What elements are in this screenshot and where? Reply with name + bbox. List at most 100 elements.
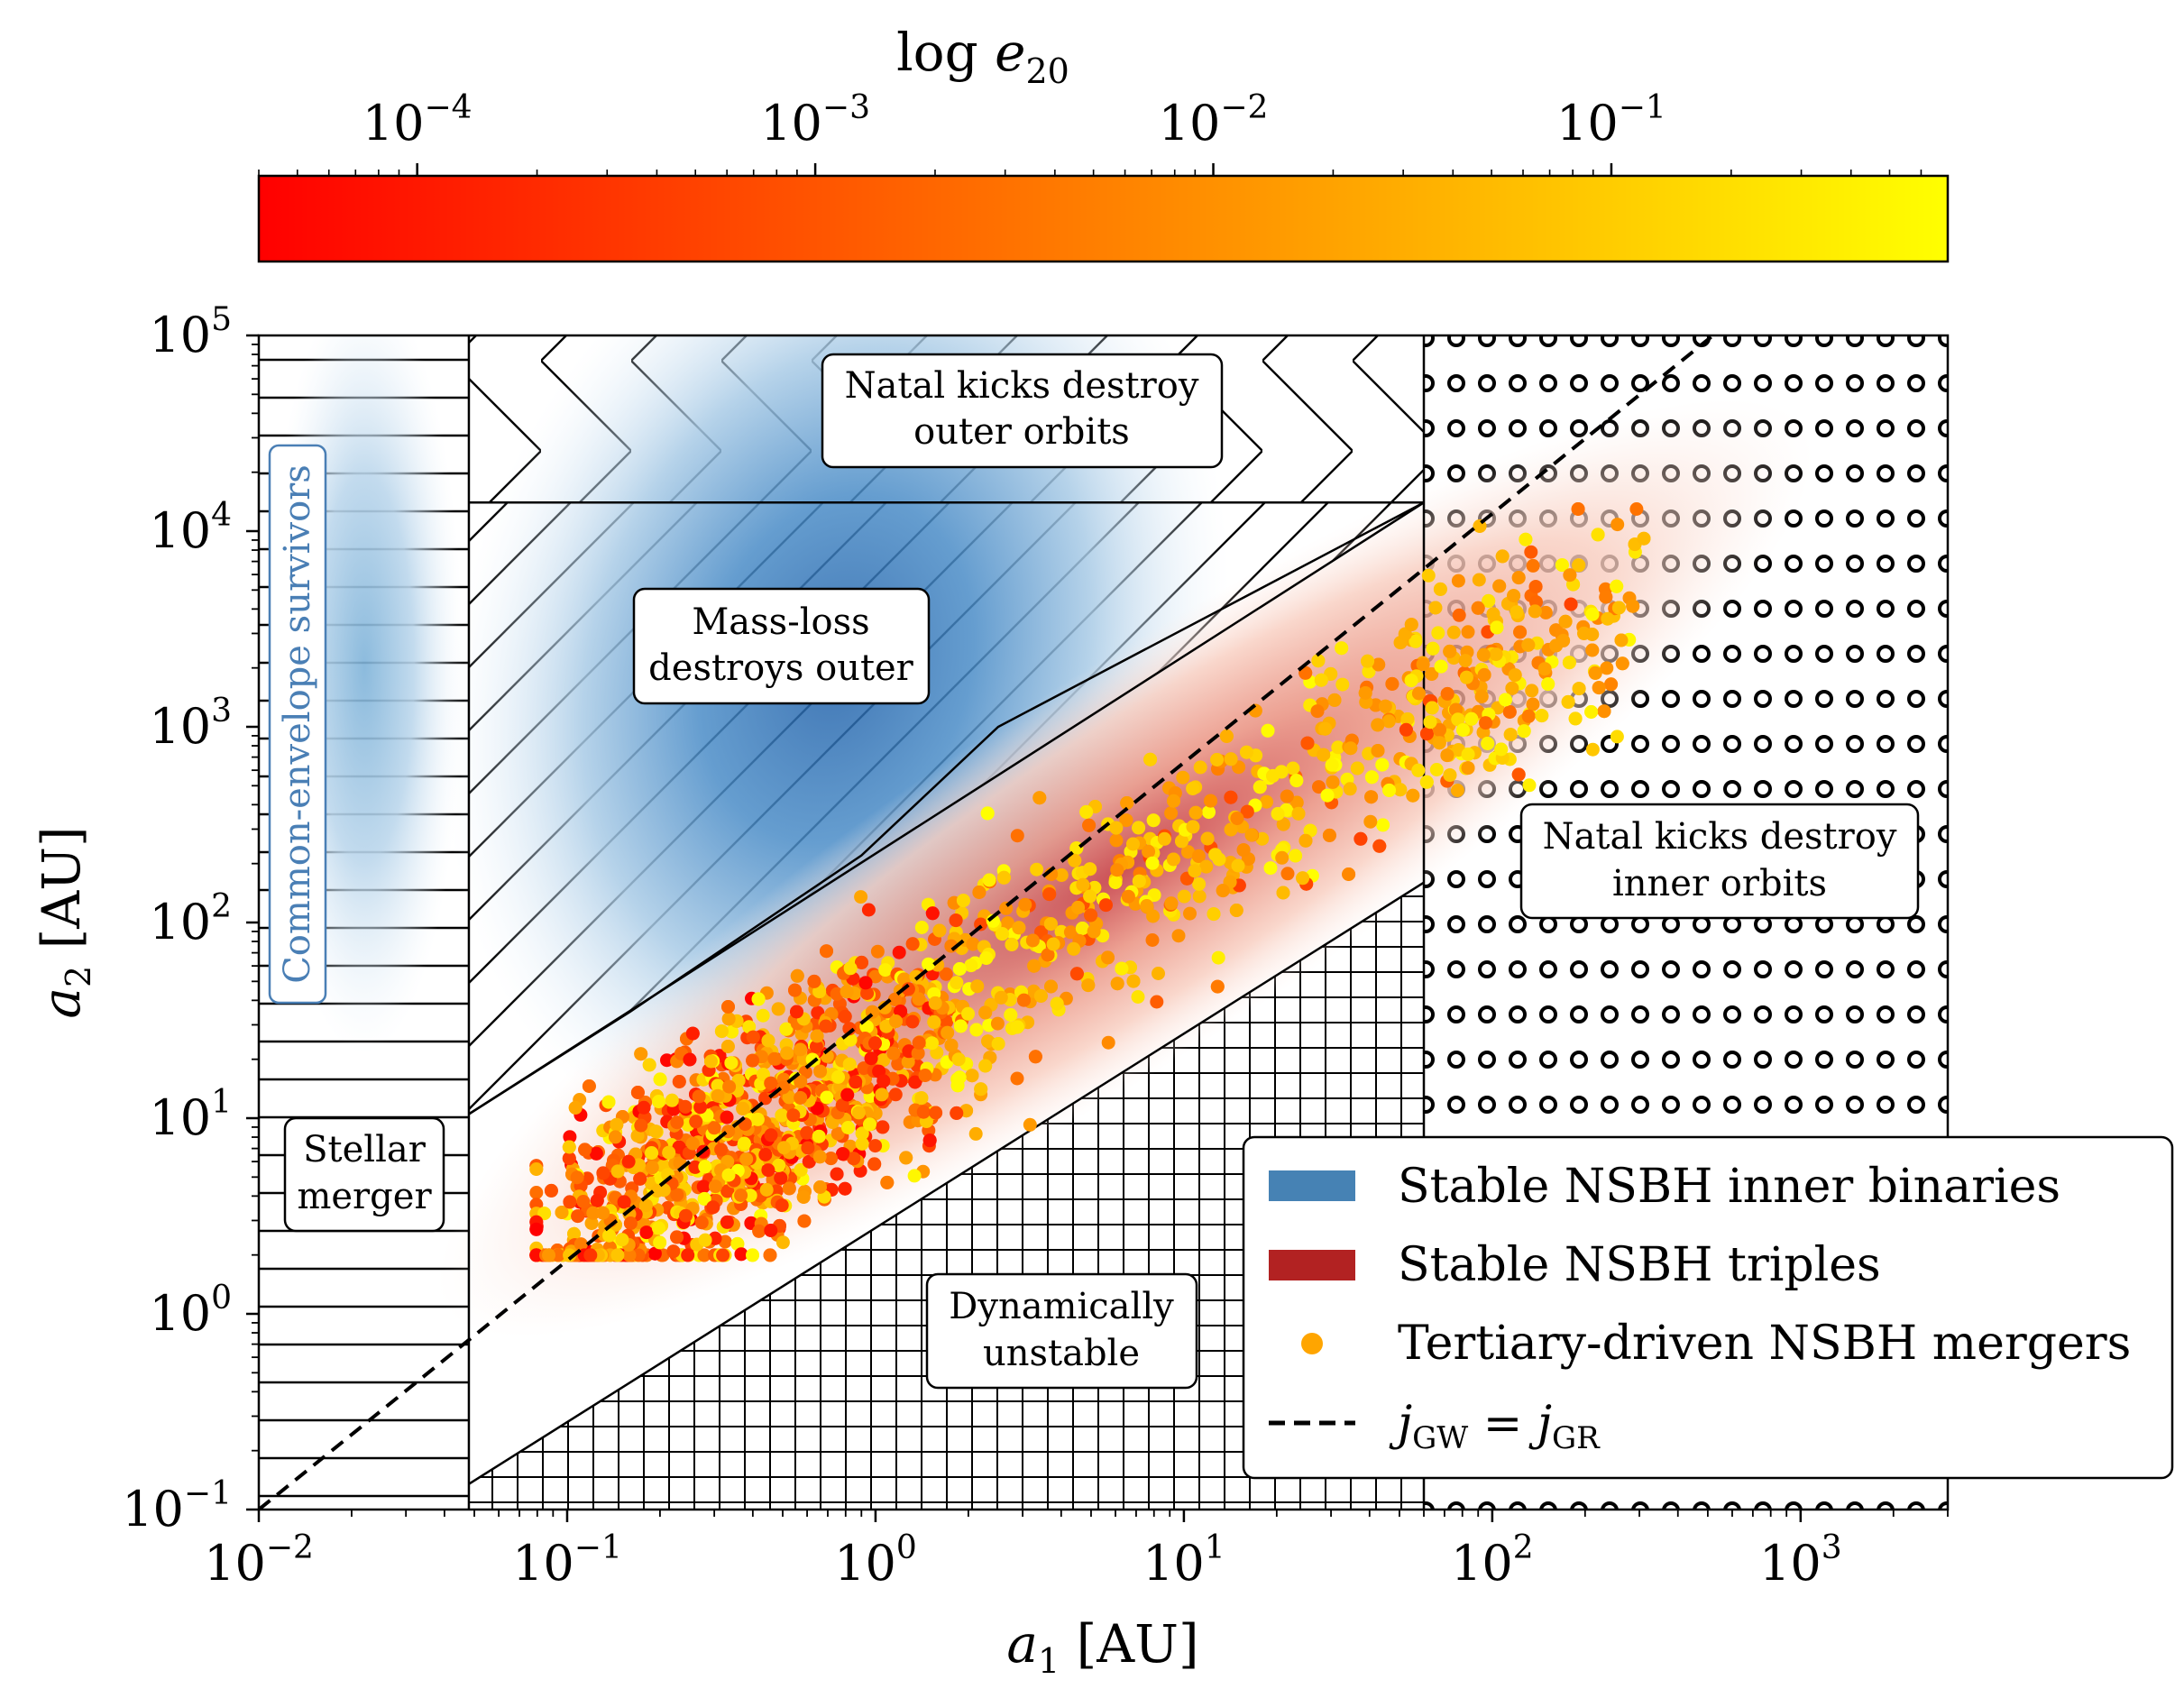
scatter-point xyxy=(698,1160,712,1174)
scatter-point xyxy=(864,1051,878,1066)
scatter-point xyxy=(1150,995,1164,1009)
scatter-point xyxy=(583,1248,598,1262)
scatter-point xyxy=(1350,761,1364,776)
scatter-point xyxy=(1188,864,1202,878)
scatter-point xyxy=(1101,950,1115,965)
scatter-point xyxy=(555,1206,569,1219)
scatter-point xyxy=(767,1051,782,1066)
svg-text:Stellar: Stellar xyxy=(303,1129,427,1170)
colorbar-tick-label: 10−3 xyxy=(760,89,870,151)
scatter-point xyxy=(775,1108,789,1123)
scatter-point xyxy=(743,1189,757,1203)
scatter-point xyxy=(1166,852,1180,867)
scatter-point xyxy=(1458,654,1473,668)
scatter-point xyxy=(1126,974,1141,988)
scatter-point xyxy=(576,1195,591,1208)
scatter-point xyxy=(1004,1008,1018,1022)
scatter-point xyxy=(1508,668,1522,683)
scatter-point xyxy=(1342,867,1356,881)
scatter-point xyxy=(1440,686,1454,701)
scatter-point xyxy=(1522,778,1537,793)
scatter-point xyxy=(980,806,995,821)
scatter-point xyxy=(1452,608,1466,622)
scatter-point xyxy=(1017,993,1031,1007)
scatter-point xyxy=(662,1145,676,1160)
scatter-point xyxy=(812,1150,827,1164)
scatter-point xyxy=(1385,676,1399,691)
scatter-point xyxy=(563,1130,577,1144)
scatter-point xyxy=(916,1105,931,1119)
scatter-point xyxy=(1054,868,1069,882)
scatter-point xyxy=(1451,574,1465,588)
scatter-point xyxy=(696,1179,711,1194)
scatter-point xyxy=(1081,978,1096,993)
scatter-point xyxy=(637,1100,651,1115)
scatter-point xyxy=(1597,704,1611,719)
scatter-point xyxy=(1142,844,1156,858)
scatter-point xyxy=(970,979,985,994)
scatter-point xyxy=(610,1248,625,1262)
scatter-point xyxy=(1443,644,1457,658)
scatter-point xyxy=(1076,877,1090,892)
colorbar-tick-label: 10−4 xyxy=(362,89,473,151)
scatter-point xyxy=(922,957,936,971)
scatter-point xyxy=(1505,681,1519,695)
y-tick-label: 105 xyxy=(149,301,232,363)
scatter-point xyxy=(1376,818,1390,832)
scatter-point xyxy=(1464,711,1479,726)
scatter-point xyxy=(1001,916,1014,930)
scatter-point xyxy=(1411,686,1426,701)
scatter-point xyxy=(1082,818,1097,832)
scatter-point xyxy=(720,1040,735,1053)
scatter-point xyxy=(1145,856,1160,870)
scatter-point xyxy=(1615,656,1629,671)
scatter-point xyxy=(746,1030,760,1044)
scatter-point xyxy=(996,870,1011,885)
scatter-point xyxy=(807,974,821,988)
scatter-point xyxy=(1326,775,1340,789)
scatter-point xyxy=(1517,724,1531,739)
scatter-point xyxy=(720,1184,735,1198)
scatter-point xyxy=(1637,531,1651,546)
scatter-point xyxy=(736,1101,750,1115)
scatter-point xyxy=(1069,967,1084,981)
region-labels: Common-envelope survivors Stellar merger… xyxy=(268,353,1920,1390)
scatter-point xyxy=(1298,833,1313,848)
scatter-point xyxy=(1274,765,1289,779)
scatter-point xyxy=(1371,744,1385,757)
scatter-point xyxy=(1253,780,1267,794)
scatter-point xyxy=(571,1209,585,1224)
scatter-point xyxy=(1425,667,1439,681)
scatter-point xyxy=(841,1121,855,1134)
scatter-point xyxy=(1042,887,1057,902)
scatter-point xyxy=(1358,686,1372,700)
scatter-point xyxy=(1519,532,1533,546)
svg-text:unstable: unstable xyxy=(983,1333,1140,1374)
scatter-point xyxy=(1229,904,1243,917)
scatter-point xyxy=(1192,877,1207,891)
scatter-point xyxy=(1489,647,1503,662)
scatter-point xyxy=(991,1037,1005,1051)
scatter-point xyxy=(830,1126,845,1141)
scatter-point xyxy=(880,1175,895,1189)
scatter-point xyxy=(1400,712,1415,726)
scatter-point xyxy=(912,992,926,1006)
scatter-point xyxy=(688,1160,702,1174)
boundary-mass-loss-lower xyxy=(468,501,1425,1115)
scatter-point xyxy=(1461,748,1475,761)
scatter-point xyxy=(1537,662,1552,676)
label-natal-kicks-inner: Natal kicks destroy inner orbits xyxy=(1519,803,1920,920)
scatter-point xyxy=(544,1183,558,1198)
scatter-point xyxy=(711,1088,725,1103)
scatter-point xyxy=(979,951,994,965)
scatter-point xyxy=(1230,812,1244,825)
scatter-point xyxy=(876,1120,890,1134)
svg-text:Natal kicks destroy: Natal kicks destroy xyxy=(845,365,1199,407)
scatter-point xyxy=(1344,741,1358,756)
scatter-point xyxy=(1591,528,1605,542)
scatter-point xyxy=(810,1029,824,1043)
scatter-point xyxy=(1210,753,1225,766)
scatter-point xyxy=(858,976,873,990)
scatter-point xyxy=(1426,641,1440,656)
scatter-point xyxy=(950,976,964,990)
